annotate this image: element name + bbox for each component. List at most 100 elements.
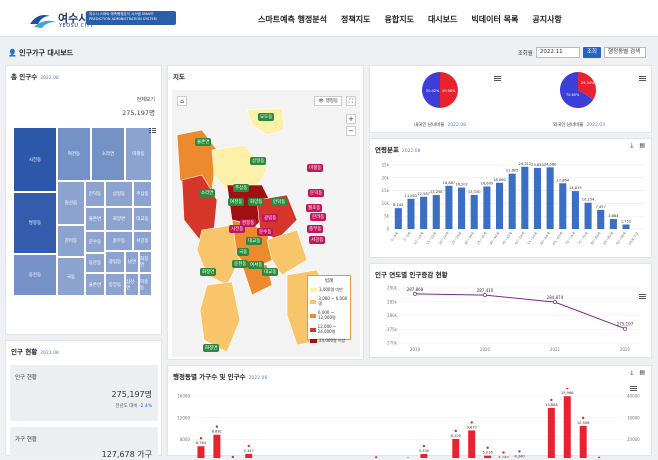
district-tag[interactable]: 소라면 xyxy=(199,189,216,197)
svg-text:5,016: 5,016 xyxy=(482,451,493,455)
treemap-cell[interactable]: 돌산읍 xyxy=(57,181,85,225)
district-tag[interactable]: 미평동 xyxy=(307,164,324,172)
district-tag[interactable]: 대교동 xyxy=(246,237,263,245)
district-tag[interactable]: 대교동 xyxy=(262,268,279,276)
treemap-cell[interactable]: 쌍봉동 xyxy=(13,192,57,254)
district-tag[interactable]: 만덕동 xyxy=(271,198,288,206)
treemap-cell[interactable]: 율촌면 xyxy=(85,273,105,296)
district-tag[interactable]: 서강동 xyxy=(309,236,326,244)
treemap-cell[interactable]: 율촌면 xyxy=(85,207,105,231)
household-stat-box: 가구 현황 127,678 가구 xyxy=(10,427,158,459)
nav-dashboard[interactable]: 대시보드 xyxy=(427,15,458,24)
svg-text:45~49세: 45~49세 xyxy=(501,231,513,246)
district-select[interactable]: 행정동별 검색 xyxy=(604,47,646,58)
treemap-cell[interactable]: 광림동 xyxy=(105,251,125,273)
svg-text:275,197: 275,197 xyxy=(617,322,634,327)
home-button[interactable]: ⌂ xyxy=(177,96,187,106)
svg-text:50~54세: 50~54세 xyxy=(513,231,525,246)
download-icon[interactable]: ⤓ xyxy=(630,369,633,376)
fullscreen-button[interactable]: ⛶ xyxy=(346,96,356,106)
legend-item: 3,000 ~ 6,000명 xyxy=(310,296,348,307)
legend-item: 6,000 ~ 12,000명 xyxy=(310,310,348,321)
menu-icon[interactable] xyxy=(639,294,646,299)
treemap-cell[interactable]: 여천동 xyxy=(57,127,91,181)
panel-title: 행정동별 가구수 및 인구수 2022.08 xyxy=(173,373,268,381)
district-tag[interactable]: 묘도동 xyxy=(258,113,275,121)
zoom-out-button[interactable]: − xyxy=(346,126,356,136)
nav-smart-analysis[interactable]: 스마트예측 행정분석 xyxy=(258,15,328,24)
district-tag[interactable]: 화정면 xyxy=(203,344,220,352)
nav-fusion-map[interactable]: 융합지도 xyxy=(384,15,414,24)
district-tag[interactable]: 충무동 xyxy=(307,225,324,233)
layer-toggle[interactable]: 👁 행정동 xyxy=(314,96,342,106)
treemap-cell[interactable]: 미평동 xyxy=(125,127,152,181)
district-tag[interactable]: 시전동 xyxy=(229,225,246,233)
district-tag[interactable]: 주삼동 xyxy=(233,184,250,192)
page-bar: 👤 인구가구 대시보드 조회월 2022.11 조회 행정동별 검색 xyxy=(0,45,658,61)
district-tag[interactable]: 웅천동 xyxy=(232,260,249,268)
domestic-gender-pie: 50.02% 49.98% xyxy=(422,72,458,108)
district-tag[interactable]: 화정면 xyxy=(200,268,217,276)
district-tag[interactable]: 문수동 xyxy=(257,228,274,236)
district-tag[interactable]: 국동 xyxy=(237,248,250,256)
treemap-cell[interactable]: 대교동 xyxy=(133,207,152,231)
treemap-cell[interactable]: 화정면 xyxy=(139,251,152,273)
treemap-cell[interactable]: 서강동 xyxy=(133,231,152,251)
legend-item: 12,000 ~ 24,000명 xyxy=(310,324,348,335)
treemap-cell[interactable]: 만덕동 xyxy=(85,181,105,207)
nav-policy-map[interactable]: 정책지도 xyxy=(341,15,371,24)
svg-text:270k: 270k xyxy=(387,341,398,346)
district-tag[interactable]: 광림동 xyxy=(262,214,279,222)
print-icon[interactable]: ▤ xyxy=(639,142,645,149)
svg-text:17,864: 17,864 xyxy=(556,178,569,182)
treemap-cell[interactable]: 국동 xyxy=(57,257,85,296)
treemap-cell[interactable]: 중앙동 xyxy=(105,273,125,296)
treemap-cell[interactable]: 시전동 xyxy=(13,127,57,192)
treemap-cell[interactable]: 충무동 xyxy=(105,231,133,251)
nav-notice[interactable]: 공지사항 xyxy=(532,15,562,24)
district-tag[interactable]: 율촌면 xyxy=(195,138,212,146)
treemap-cell[interactable]: 한려동 xyxy=(57,225,85,257)
yeosu-logo[interactable]: 여수시 YEOSU CITY 여수시 스마트 예측행정분석 시스템 SMART … xyxy=(28,8,178,32)
treemap-cell[interactable]: 삼산면 xyxy=(125,273,139,296)
treemap-cell[interactable]: 삼일동 xyxy=(105,181,133,207)
svg-text:23,839: 23,839 xyxy=(531,163,544,167)
search-button[interactable]: 조회 xyxy=(582,47,601,58)
district-tag[interactable]: 화양동 xyxy=(248,198,265,206)
period-select[interactable]: 2022.11 xyxy=(535,47,580,58)
treemap-cell[interactable]: 문수동 xyxy=(85,231,105,253)
district-tag[interactable]: 여천동 xyxy=(228,198,245,206)
zoom-in-button[interactable]: + xyxy=(346,114,356,124)
print-icon[interactable]: ▤ xyxy=(639,369,645,376)
age-distribution-panel: 연령분포 2022.08 ⤓ ▤ 0 5k 10k 15k 20k 25k 8,144 0~4세… xyxy=(369,138,652,258)
foreign-menu-icon[interactable] xyxy=(639,76,646,81)
svg-text:15~19세: 15~19세 xyxy=(425,231,437,246)
menu-icon[interactable] xyxy=(630,386,637,391)
treemap-cell[interactable]: 동문동 xyxy=(85,253,105,273)
svg-text:1,752: 1,752 xyxy=(621,220,631,224)
treemap-cell[interactable]: 화양면 xyxy=(105,207,133,231)
domestic-menu-icon[interactable] xyxy=(494,76,501,81)
svg-text:0~4세: 0~4세 xyxy=(389,231,399,242)
menu-icon[interactable] xyxy=(149,128,156,133)
download-icon[interactable]: ⤓ xyxy=(630,142,633,149)
svg-text:16,887: 16,887 xyxy=(443,181,456,185)
svg-text:275k: 275k xyxy=(387,327,398,332)
district-tag[interactable]: 한려동 xyxy=(310,213,327,221)
nav-bigdata-list[interactable]: 빅데이터 목록 xyxy=(471,15,519,24)
treemap-cell[interactable]: 주삼동 xyxy=(133,181,152,207)
svg-text:9,670: 9,670 xyxy=(467,425,478,429)
trend-line-chart: 270k 275k 280k 285k 290k 2019 2020 2021 2022 287,… xyxy=(387,286,640,352)
district-tag[interactable]: 쌍봉동 xyxy=(240,219,257,227)
district-tag[interactable]: 월호동 xyxy=(306,204,323,212)
district-tag[interactable]: 삼일동 xyxy=(250,157,267,165)
treemap-cell[interactable]: 남면 xyxy=(125,251,139,273)
district-tag[interactable]: 여서동 xyxy=(248,261,265,269)
svg-text:285k: 285k xyxy=(387,299,398,304)
treemap-cell[interactable]: 웅천동 xyxy=(13,254,57,296)
district-tag[interactable]: 둔덕동 xyxy=(308,189,325,197)
svg-text:40~44세: 40~44세 xyxy=(488,231,500,246)
treemap-cell[interactable]: 소라면 xyxy=(91,127,125,181)
svg-text:21,605: 21,605 xyxy=(506,169,519,173)
treemap-cell[interactable]: 덕충동 xyxy=(139,273,152,296)
